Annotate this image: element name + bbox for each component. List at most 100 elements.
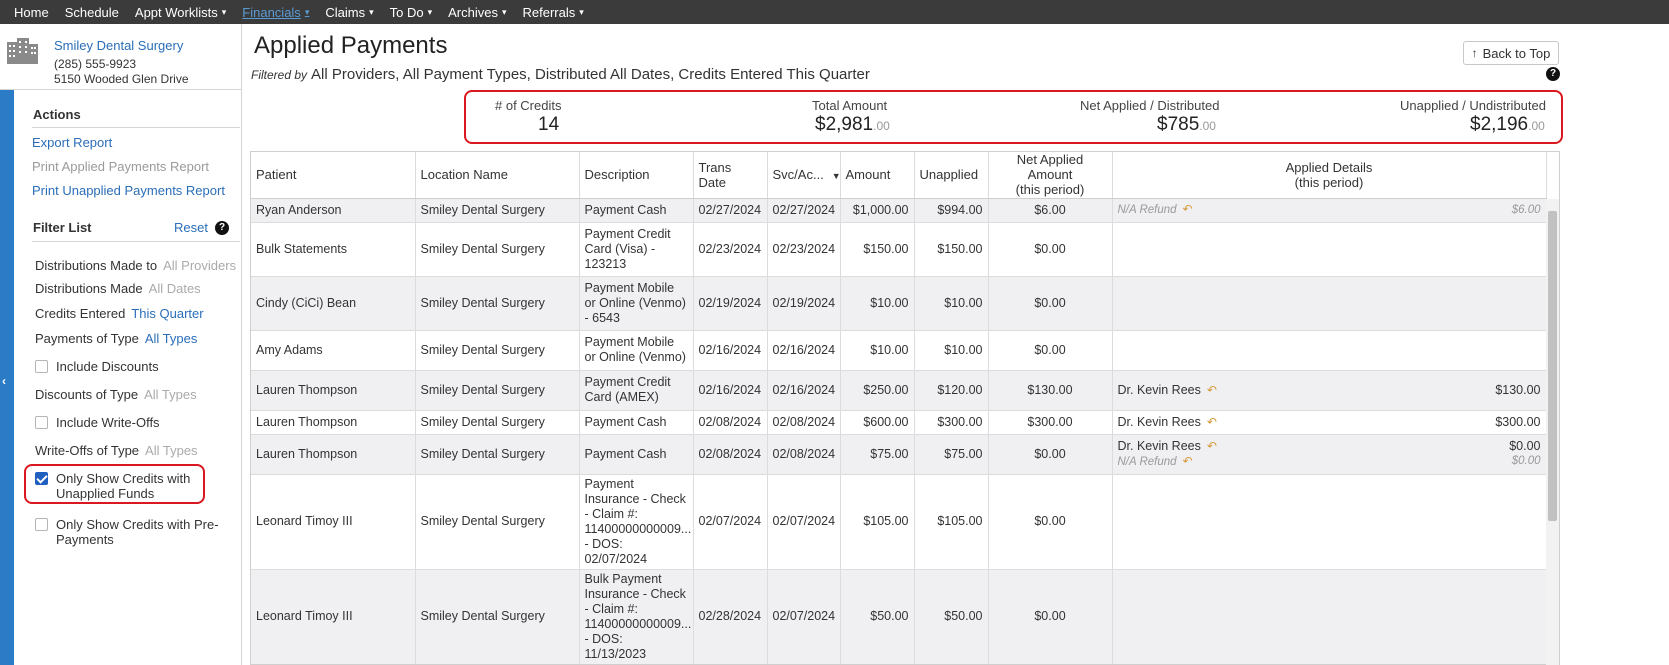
cell-patient: Lauren Thompson [251,434,416,475]
practice-name-link[interactable]: Smiley Dental Surgery [54,38,184,53]
only-prepayments-checkbox[interactable] [35,518,48,531]
table-row[interactable]: Ryan Anderson Smiley Dental Surgery Paymen… [251,198,1547,223]
col-header-unapplied[interactable]: Unapplied [914,152,989,199]
undo-icon[interactable]: ↶ [1206,438,1217,453]
cell-applied-details [1112,474,1547,570]
cell-patient: Leonard Timoy III [251,474,416,570]
print-unapplied-report-link[interactable]: Print Unapplied Payments Report [32,183,225,198]
filter-value[interactable]: All Types [144,387,197,402]
unapplied-label: Unapplied / Undistributed [1400,98,1546,113]
col-header-applied-details: Applied Details (this period) [1112,152,1547,199]
col-header-amount[interactable]: Amount [840,152,915,199]
filter-label: Discounts of Type [35,387,139,402]
back-to-top-button[interactable]: ↑ Back to Top [1463,41,1559,65]
cell-net-applied: $6.00 [988,198,1113,223]
cell-applied-details: N/A Refund ↶ $6.00 [1112,198,1547,223]
filter-value[interactable]: This Quarter [131,306,204,321]
filter-value[interactable]: All Types [144,331,198,346]
undo-icon[interactable]: ↶ [1182,453,1193,468]
undo-icon[interactable]: ↶ [1206,382,1217,397]
applied-detail-amount: $300.00 [1495,414,1541,429]
col-header-location[interactable]: Location Name [415,152,580,199]
cell-trans-date: 02/08/2024 [693,434,768,475]
applied-detail-amount: $6.00 [1511,203,1541,216]
total-amount-dollars: $2,981 [815,114,874,135]
cell-patient: Leonard Timoy III [251,569,416,664]
col-header-net-applied[interactable]: Net Applied Amount (this period) [988,152,1113,199]
table-row[interactable]: Amy Adams Smiley Dental Surgery Payment Mo… [251,330,1547,371]
applied-detail: Dr. Kevin Rees ↶ $0.00 [1118,439,1541,454]
cell-amount: $10.00 [840,276,915,331]
print-applied-report-link[interactable]: Print Applied Payments Report [32,159,210,174]
nav-item-label: Appt Worklists [134,4,218,20]
help-icon[interactable]: ? [1546,67,1560,81]
filter-value[interactable]: All Dates [148,281,201,296]
cell-trans-date: 02/16/2024 [693,370,768,411]
table-row[interactable]: Cindy (CiCi) Bean Smiley Dental Surgery Pa… [251,276,1547,331]
table-row[interactable]: Lauren Thompson Smiley Dental Surgery Paym… [251,434,1547,475]
cell-location: Smiley Dental Surgery [415,569,580,664]
applied-detail-amount: $130.00 [1495,382,1541,397]
col-header-description[interactable]: Description [579,152,694,199]
nav-item-archives[interactable]: Archives ▾ [440,5,514,20]
cell-unapplied: $10.00 [914,330,989,371]
sidebar-collapse-strip[interactable]: ‹ [0,90,14,665]
cell-applied-details [1112,276,1547,331]
table-scrollbar[interactable] [1546,199,1559,665]
nav-item-appt-worklists[interactable]: Appt Worklists ▾ [127,5,234,20]
caret-down-icon: ▾ [304,6,310,17]
undo-icon[interactable]: ↶ [1182,202,1193,216]
nav-item-home[interactable]: Home [6,5,57,20]
nav-item-label: Claims [325,4,366,20]
cell-description: Bulk Payment Insurance - Check - Claim #… [579,569,694,664]
highlight-box [464,90,1563,144]
cell-amount: $600.00 [840,410,915,435]
nav-item-label: Referrals [522,4,576,20]
cell-trans-date: 02/16/2024 [693,330,768,371]
table-row[interactable]: Leonard Timoy III Smiley Dental Surgery Pa… [251,474,1547,570]
chevron-left-icon[interactable]: ‹ [2,374,6,388]
undo-icon[interactable]: ↶ [1206,414,1217,429]
caret-down-icon: ▾ [221,6,227,17]
nav-item-financials[interactable]: Financials ▾ [234,5,317,20]
table-row[interactable]: Lauren Thompson Smiley Dental Surgery Paym… [251,410,1547,435]
top-nav: Home Schedule Appt Worklists ▾ Financials ▾ Cl… [0,0,1669,24]
export-report-link[interactable]: Export Report [32,135,113,150]
include-discounts-checkbox[interactable] [35,360,48,373]
cell-unapplied: $105.00 [914,474,989,570]
cell-unapplied: $50.00 [914,569,989,664]
col-header-applied-details-line1: Applied Details [1285,159,1373,175]
cell-patient: Lauren Thompson [251,410,416,435]
total-amount-value: $2,981.00 [815,114,890,136]
building-icon [7,38,38,64]
nav-item-claims[interactable]: Claims ▾ [317,5,381,20]
filter-value[interactable]: All Types [145,443,198,458]
nav-item-schedule[interactable]: Schedule [57,5,127,20]
col-header-patient[interactable]: Patient [251,152,416,199]
cell-amount: $1,000.00 [840,198,915,223]
table-row[interactable]: Lauren Thompson Smiley Dental Surgery Paym… [251,370,1547,411]
table-row[interactable]: Bulk Statements Smiley Dental Surgery Paym… [251,222,1547,277]
col-header-trans-date[interactable]: Trans Date [693,152,768,199]
include-writeoffs-label: Include Write-Offs [56,415,160,430]
practice-phone: (285) 555-9923 [54,57,137,71]
only-unapplied-checkbox[interactable] [35,472,48,485]
applied-detail-provider: N/A Refund ↶ [1118,202,1193,218]
col-header-svc[interactable]: Svc/Ac... ▼ [767,152,841,199]
cell-svc-date: 02/07/2024 [767,474,841,570]
sort-down-icon: ▼ [831,171,841,182]
table-row[interactable]: Leonard Timoy III Smiley Dental Surgery Bu… [251,569,1547,664]
cell-net-applied: $0.00 [988,434,1113,475]
nav-item-label: Archives [448,4,498,20]
col-header-svc-label: Svc/Ac... [772,167,824,183]
caret-down-icon: ▾ [427,6,433,17]
filter-value[interactable]: All Providers [163,258,237,273]
include-writeoffs-checkbox[interactable] [35,416,48,429]
reset-filters-link[interactable]: Reset [174,220,208,235]
scrollbar-thumb[interactable] [1548,211,1557,521]
nav-item-referrals[interactable]: Referrals ▾ [515,5,592,20]
applied-detail: N/A Refund ↶ $0.00 [1118,454,1541,470]
help-icon[interactable]: ? [215,221,229,235]
nav-item-to-do[interactable]: To Do ▾ [382,5,441,20]
back-to-top-label: Back to Top [1482,45,1551,61]
